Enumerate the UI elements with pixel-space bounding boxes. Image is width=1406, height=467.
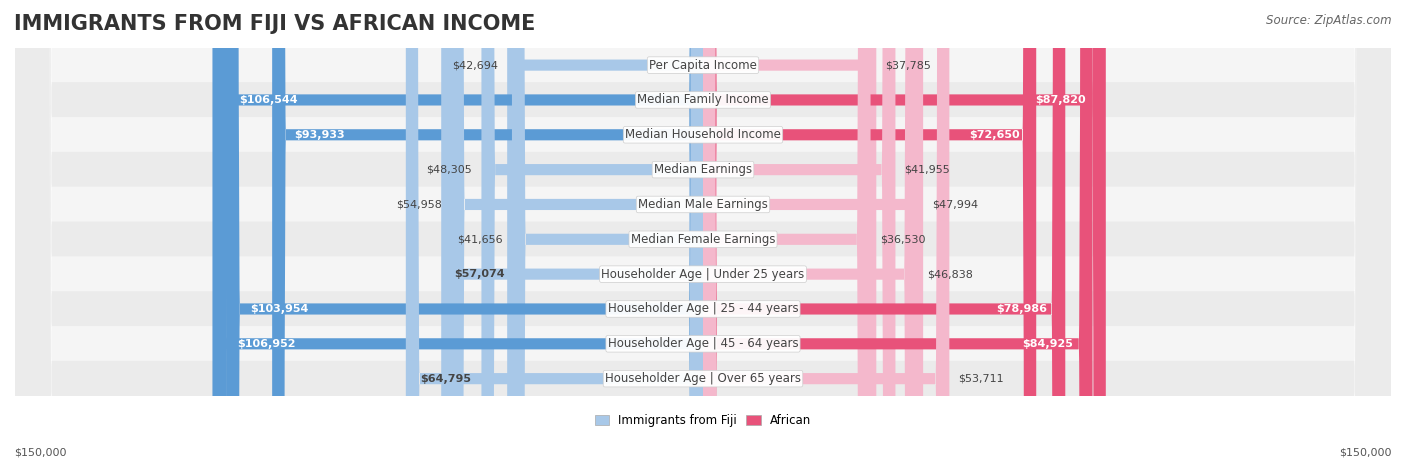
Text: Householder Age | Over 65 years: Householder Age | Over 65 years [605, 372, 801, 385]
FancyBboxPatch shape [15, 0, 1391, 467]
Text: $106,952: $106,952 [238, 339, 295, 349]
FancyBboxPatch shape [703, 0, 1105, 467]
FancyBboxPatch shape [212, 0, 703, 467]
FancyBboxPatch shape [703, 0, 1092, 467]
Text: Median Family Income: Median Family Income [637, 93, 769, 106]
FancyBboxPatch shape [451, 0, 703, 467]
Text: $150,000: $150,000 [1340, 448, 1392, 458]
FancyBboxPatch shape [15, 0, 1391, 467]
FancyBboxPatch shape [214, 0, 703, 467]
Text: IMMIGRANTS FROM FIJI VS AFRICAN INCOME: IMMIGRANTS FROM FIJI VS AFRICAN INCOME [14, 14, 536, 34]
Text: $103,954: $103,954 [250, 304, 308, 314]
FancyBboxPatch shape [703, 0, 1066, 467]
Text: Householder Age | 25 - 44 years: Householder Age | 25 - 44 years [607, 303, 799, 316]
FancyBboxPatch shape [703, 0, 876, 467]
FancyBboxPatch shape [15, 0, 1391, 467]
Text: $54,958: $54,958 [396, 199, 441, 210]
Text: Median Female Earnings: Median Female Earnings [631, 233, 775, 246]
Text: $41,955: $41,955 [904, 165, 950, 175]
Text: $150,000: $150,000 [14, 448, 66, 458]
FancyBboxPatch shape [273, 0, 703, 467]
FancyBboxPatch shape [703, 0, 1036, 467]
Text: Householder Age | Under 25 years: Householder Age | Under 25 years [602, 268, 804, 281]
Text: $46,838: $46,838 [927, 269, 973, 279]
FancyBboxPatch shape [15, 0, 1391, 467]
FancyBboxPatch shape [15, 0, 1391, 467]
FancyBboxPatch shape [481, 0, 703, 467]
Text: $78,986: $78,986 [997, 304, 1047, 314]
FancyBboxPatch shape [703, 0, 918, 467]
FancyBboxPatch shape [226, 0, 703, 467]
Text: Source: ZipAtlas.com: Source: ZipAtlas.com [1267, 14, 1392, 27]
Text: $37,785: $37,785 [886, 60, 931, 70]
FancyBboxPatch shape [15, 0, 1391, 467]
FancyBboxPatch shape [15, 0, 1391, 467]
FancyBboxPatch shape [703, 0, 896, 467]
Text: $41,656: $41,656 [457, 234, 503, 244]
Text: Per Capita Income: Per Capita Income [650, 59, 756, 71]
Text: $48,305: $48,305 [426, 165, 472, 175]
Text: $106,544: $106,544 [239, 95, 298, 105]
Text: $72,650: $72,650 [969, 130, 1019, 140]
FancyBboxPatch shape [703, 0, 949, 467]
FancyBboxPatch shape [441, 0, 703, 467]
Text: Median Earnings: Median Earnings [654, 163, 752, 176]
FancyBboxPatch shape [703, 0, 924, 467]
FancyBboxPatch shape [15, 0, 1391, 467]
Text: Median Male Earnings: Median Male Earnings [638, 198, 768, 211]
Text: Median Household Income: Median Household Income [626, 128, 780, 142]
Text: $47,994: $47,994 [932, 199, 979, 210]
Text: Householder Age | 45 - 64 years: Householder Age | 45 - 64 years [607, 337, 799, 350]
Text: $57,074: $57,074 [454, 269, 505, 279]
Text: $84,925: $84,925 [1022, 339, 1073, 349]
Text: $53,711: $53,711 [959, 374, 1004, 384]
Text: $42,694: $42,694 [451, 60, 498, 70]
FancyBboxPatch shape [406, 0, 703, 467]
Text: $64,795: $64,795 [420, 374, 471, 384]
Legend: Immigrants from Fiji, African: Immigrants from Fiji, African [591, 410, 815, 432]
Text: $87,820: $87,820 [1035, 95, 1085, 105]
Text: $36,530: $36,530 [880, 234, 925, 244]
FancyBboxPatch shape [512, 0, 703, 467]
FancyBboxPatch shape [15, 0, 1391, 467]
FancyBboxPatch shape [703, 0, 870, 467]
FancyBboxPatch shape [15, 0, 1391, 467]
FancyBboxPatch shape [508, 0, 703, 467]
Text: $93,933: $93,933 [294, 130, 344, 140]
